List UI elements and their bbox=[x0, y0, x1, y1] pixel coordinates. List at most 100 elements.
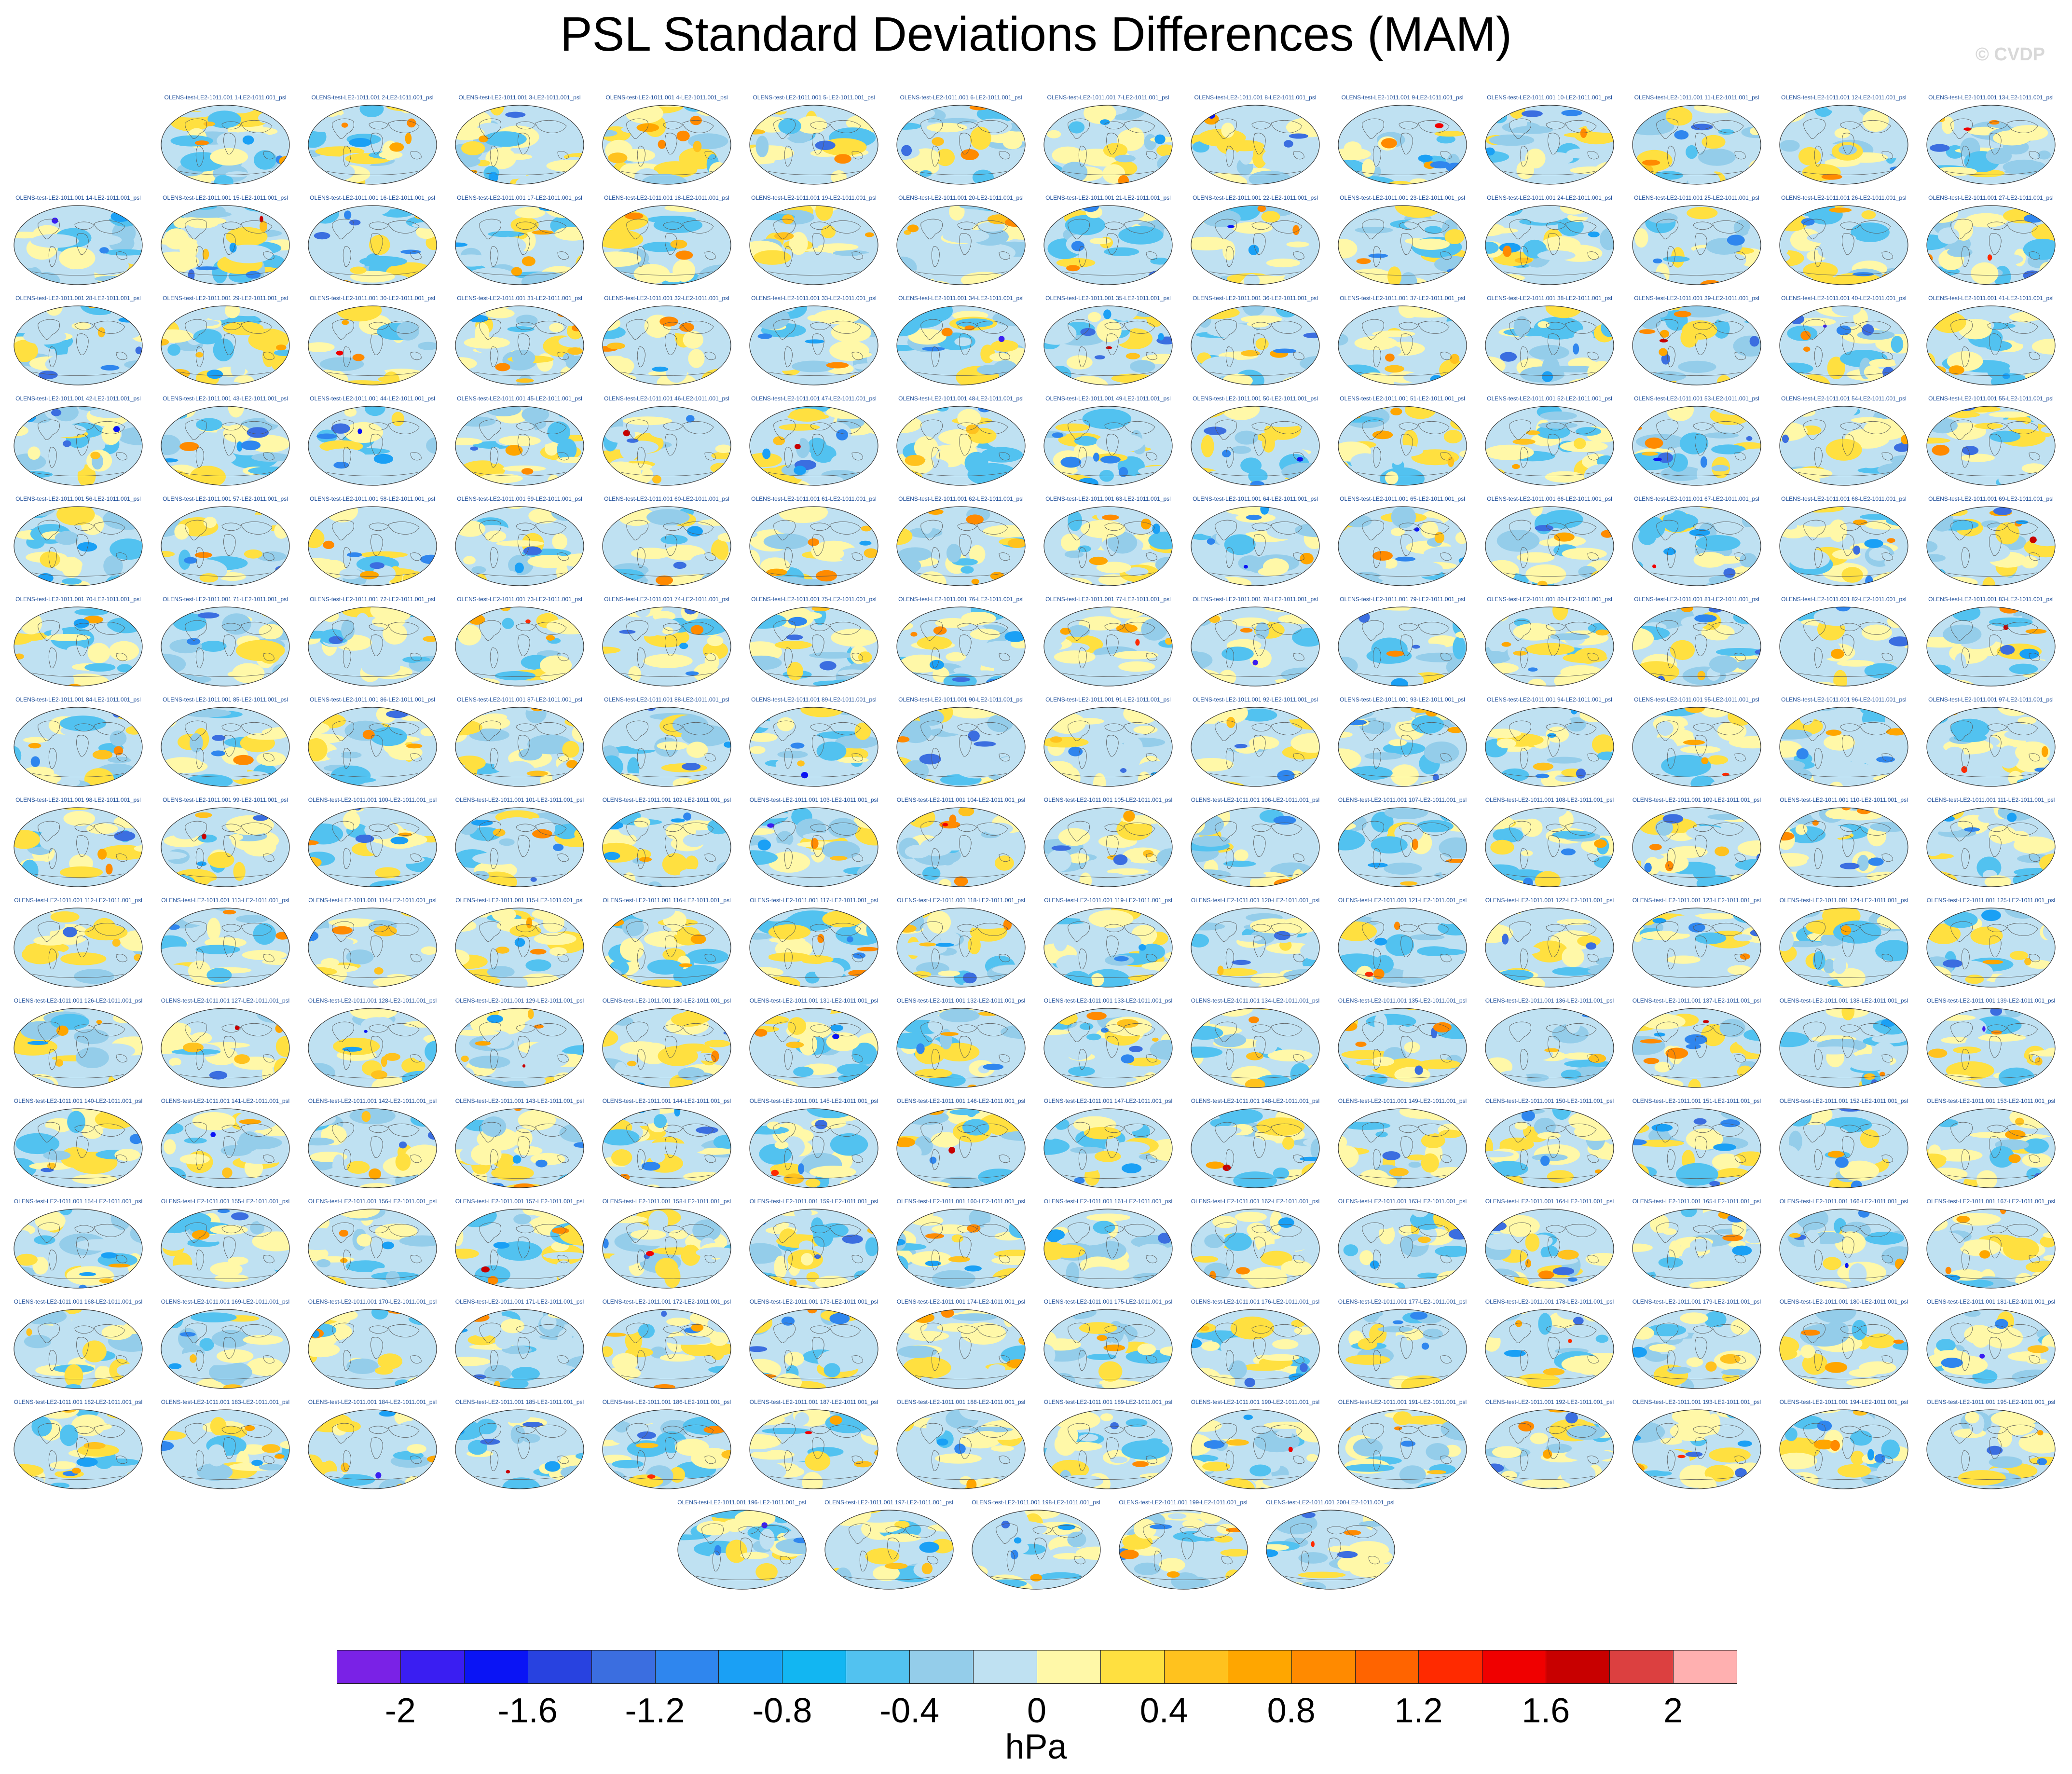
map-blob bbox=[359, 256, 407, 267]
coastline bbox=[810, 623, 830, 632]
map-blob bbox=[1858, 455, 1883, 468]
coastline bbox=[637, 949, 645, 970]
coastline bbox=[76, 434, 89, 456]
map-blob bbox=[1558, 217, 1584, 236]
map-blob bbox=[276, 344, 287, 351]
map-blob bbox=[14, 276, 44, 285]
coastline bbox=[637, 346, 645, 368]
map-blob bbox=[196, 418, 222, 431]
map-blob bbox=[207, 852, 234, 868]
map-blob bbox=[2031, 476, 2048, 484]
coastline bbox=[1399, 723, 1419, 732]
map-panel: OLENS-test-LE2-1011.001 37-LE2-1011.001_… bbox=[1330, 295, 1475, 391]
map-blob bbox=[1123, 811, 1135, 822]
map-blob bbox=[1453, 636, 1466, 660]
coastline bbox=[388, 923, 420, 936]
map-blob bbox=[1135, 639, 1140, 646]
coastline bbox=[535, 120, 567, 133]
map-blob bbox=[1605, 277, 1612, 282]
coastline bbox=[185, 620, 207, 641]
map-blob bbox=[816, 742, 847, 761]
map-blob bbox=[1668, 453, 1688, 472]
map-blob bbox=[690, 934, 706, 944]
map-blob bbox=[167, 344, 180, 356]
map-blob bbox=[1141, 354, 1172, 364]
map-blob bbox=[241, 440, 261, 451]
map-blob bbox=[549, 947, 567, 956]
map-blob bbox=[1711, 444, 1746, 454]
map-blob bbox=[1084, 105, 1116, 124]
map-blob bbox=[1676, 223, 1723, 233]
coastline bbox=[74, 221, 95, 230]
map-blob bbox=[1825, 808, 1854, 820]
coastline bbox=[957, 924, 977, 933]
coastline bbox=[516, 121, 536, 130]
map-blob bbox=[270, 874, 289, 887]
panel-label: OLENS-test-LE2-1011.001 16-LE2-1011.001_… bbox=[310, 194, 435, 201]
panel-label: OLENS-test-LE2-1011.001 28-LE2-1011.001_… bbox=[15, 295, 141, 302]
coastline bbox=[851, 853, 863, 862]
map-border bbox=[1191, 205, 1320, 285]
map-blob bbox=[864, 313, 878, 320]
map-blob bbox=[1158, 871, 1172, 887]
map-blob bbox=[1881, 255, 1908, 262]
coastline bbox=[1520, 848, 1528, 869]
map-blob bbox=[686, 949, 729, 964]
map-blob bbox=[1114, 154, 1136, 163]
map-blob bbox=[653, 161, 698, 178]
coastline bbox=[490, 447, 498, 468]
map-blob bbox=[647, 959, 684, 975]
map-blob bbox=[372, 616, 405, 628]
map-blob bbox=[540, 671, 584, 683]
map-blob bbox=[212, 735, 226, 741]
map-blob bbox=[808, 538, 820, 546]
coastline bbox=[999, 151, 1010, 160]
map-blob bbox=[946, 652, 966, 661]
coastline bbox=[1565, 120, 1597, 133]
map-blob bbox=[1745, 306, 1761, 316]
map-border bbox=[1043, 908, 1173, 988]
map-blob bbox=[279, 974, 289, 987]
coastline bbox=[637, 547, 645, 568]
map-blob bbox=[1709, 655, 1738, 674]
coastline bbox=[332, 720, 354, 741]
coastline bbox=[1509, 219, 1531, 239]
map-plot bbox=[1043, 707, 1173, 787]
map-blob bbox=[1015, 167, 1025, 172]
map-blob bbox=[1118, 467, 1128, 477]
map-blob bbox=[1338, 461, 1349, 473]
coastline bbox=[223, 634, 236, 657]
map-blob bbox=[195, 266, 219, 271]
map-plot bbox=[1779, 406, 1908, 486]
map-blob bbox=[365, 474, 405, 483]
coastline bbox=[516, 723, 536, 732]
coastline bbox=[1565, 522, 1597, 535]
coastline bbox=[76, 333, 89, 356]
coastline bbox=[38, 921, 60, 942]
coastline bbox=[1356, 873, 1449, 878]
coastline bbox=[1734, 251, 1746, 260]
map-blob bbox=[1060, 628, 1071, 635]
coastline bbox=[626, 219, 648, 239]
map-blob bbox=[1841, 808, 1852, 811]
coastline bbox=[38, 821, 60, 841]
map-blob bbox=[57, 777, 80, 786]
map-blob bbox=[111, 307, 139, 314]
panel-label: OLENS-test-LE2-1011.001 74-LE2-1011.001_… bbox=[604, 596, 729, 603]
map-blob bbox=[532, 829, 552, 839]
coastline bbox=[920, 319, 943, 340]
map-blob bbox=[1338, 274, 1362, 285]
map-blob bbox=[1523, 878, 1533, 887]
coastline bbox=[1362, 520, 1384, 540]
map-blob bbox=[1224, 534, 1256, 555]
map-blob bbox=[1641, 452, 1658, 456]
coastline bbox=[768, 171, 860, 175]
map-blob bbox=[1080, 328, 1096, 336]
map-blob bbox=[344, 407, 357, 417]
map-border bbox=[14, 908, 143, 988]
map-blob bbox=[786, 634, 803, 640]
map-blob bbox=[1096, 562, 1131, 574]
map-blob bbox=[1595, 629, 1609, 636]
map-blob bbox=[1937, 116, 1945, 122]
map-blob bbox=[118, 317, 139, 323]
